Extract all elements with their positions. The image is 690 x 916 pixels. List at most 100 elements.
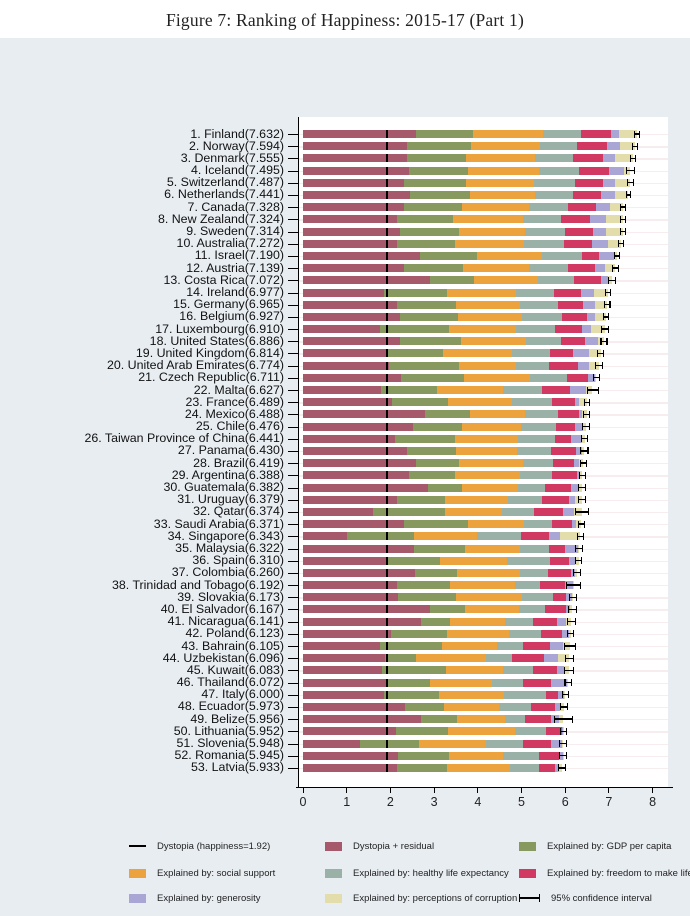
bar-segment-corruption <box>590 325 605 333</box>
bar-segment-gdp <box>415 568 457 577</box>
bar-segment-dystopia_residual <box>303 251 421 260</box>
bar-segment-freedom <box>539 763 556 772</box>
error-bar-cap-left <box>577 520 579 528</box>
error-bar-cap-right <box>572 654 574 662</box>
dystopia-line-tick <box>385 349 388 358</box>
bar-segment-gdp <box>396 581 451 589</box>
y-tick <box>288 475 299 477</box>
legend-label: Dystopia + residual <box>353 840 435 852</box>
y-tick <box>288 597 299 599</box>
error-bar <box>576 535 584 537</box>
bar-segment-corruption <box>614 178 631 187</box>
bar-segment-healthy_life <box>515 325 555 333</box>
bar-segment-freedom <box>523 642 550 650</box>
bar-row <box>303 337 604 346</box>
dystopia-line-tick <box>385 361 388 370</box>
error-bar-cap-right <box>622 240 624 248</box>
country-label: 22. Malta(6.627) <box>193 382 284 397</box>
country-label: 24. Mexico(6.488) <box>184 406 284 421</box>
bar-segment-freedom <box>538 751 559 760</box>
bar-segment-healthy_life <box>519 544 550 553</box>
bar-row <box>303 422 586 431</box>
bar-row <box>303 495 582 504</box>
dystopia-line-tick <box>385 459 388 468</box>
dystopia-dash-icon <box>129 844 146 848</box>
bar-segment-gdp <box>408 471 456 480</box>
error-bar <box>579 450 589 452</box>
bar-segment-freedom <box>552 471 578 480</box>
error-bar-cap-left <box>560 703 562 711</box>
country-label: 8. New Zealand(7.324) <box>157 211 284 226</box>
x-tick <box>652 787 654 793</box>
bar-row <box>303 276 612 285</box>
error-bar-cap-left <box>561 691 563 699</box>
bar-segment-healthy_life <box>504 690 546 699</box>
error-bar <box>626 169 635 172</box>
bar-segment-gdp <box>397 300 456 309</box>
bar-segment-social_support <box>461 203 529 212</box>
error-bar <box>575 559 583 562</box>
bar-segment-generosity <box>596 203 611 212</box>
country-label: 3. Denmark(7.555) <box>180 150 284 165</box>
bar-segment-dystopia_residual <box>303 142 408 151</box>
bar-segment-generosity <box>581 288 595 297</box>
dystopia-line-tick <box>385 446 388 455</box>
legend-label: Explained by: social support <box>157 867 276 879</box>
y-tick <box>288 609 299 611</box>
bar-segment-healthy_life <box>541 251 582 260</box>
error-bar-cap-left <box>608 276 610 284</box>
bar-row <box>303 617 572 626</box>
error-bar <box>608 279 616 281</box>
bar-row <box>303 264 615 273</box>
bar-row <box>303 605 573 614</box>
country-label: 52. Romania(5.945) <box>174 748 284 763</box>
bar-segment-gdp <box>403 203 462 212</box>
bar-segment-gdp <box>416 459 460 468</box>
bar-segment-dystopia_residual <box>303 276 431 285</box>
country-label: 48. Ecuador(5.973) <box>177 699 284 714</box>
bar-segment-generosity <box>565 593 572 602</box>
y-tick <box>288 304 299 306</box>
bar-row <box>303 727 564 736</box>
bar-segment-healthy_life <box>520 422 556 431</box>
bar-segment-generosity <box>587 312 596 321</box>
bar-segment-healthy_life <box>519 471 553 480</box>
error-bar <box>580 462 587 464</box>
bar-segment-generosity <box>591 239 608 248</box>
bar-segment-generosity <box>585 337 599 346</box>
bar-row <box>303 325 605 333</box>
error-bar-cap-left <box>604 301 606 309</box>
y-tick <box>288 231 299 233</box>
error-bar-cap-right <box>588 423 591 431</box>
y-tick <box>288 353 299 355</box>
bar-segment-freedom <box>550 349 574 358</box>
bar-segment-social_support <box>469 190 535 199</box>
dystopia-line-tick <box>385 666 388 675</box>
y-tick <box>288 377 299 379</box>
bar-segment-social_support <box>430 678 493 687</box>
y-tick <box>288 743 299 745</box>
y-tick <box>288 341 299 343</box>
bar-segment-freedom <box>564 227 594 236</box>
error-bar-cap-right <box>607 313 609 321</box>
error-bar <box>560 706 568 708</box>
y-tick <box>288 280 299 282</box>
y-tick <box>288 536 299 538</box>
y-tick <box>288 170 299 172</box>
bar-segment-healthy_life <box>508 629 542 638</box>
bar-row <box>303 483 582 492</box>
bar-segment-generosity <box>569 386 587 394</box>
dystopia-line-tick <box>385 544 388 553</box>
bar-segment-generosity <box>574 398 579 407</box>
error-bar <box>568 596 577 598</box>
bar-segment-gdp <box>391 398 449 407</box>
bar-segment-social_support <box>457 312 523 321</box>
bar-row <box>303 556 579 565</box>
y-tick <box>288 767 299 769</box>
bar-segment-social_support <box>449 325 516 333</box>
bar-segment-corruption <box>557 654 570 663</box>
bar-segment-freedom <box>554 288 582 297</box>
bar-segment-social_support <box>464 605 519 614</box>
error-bar-cap-right <box>586 459 588 467</box>
legend-swatch <box>519 841 536 851</box>
